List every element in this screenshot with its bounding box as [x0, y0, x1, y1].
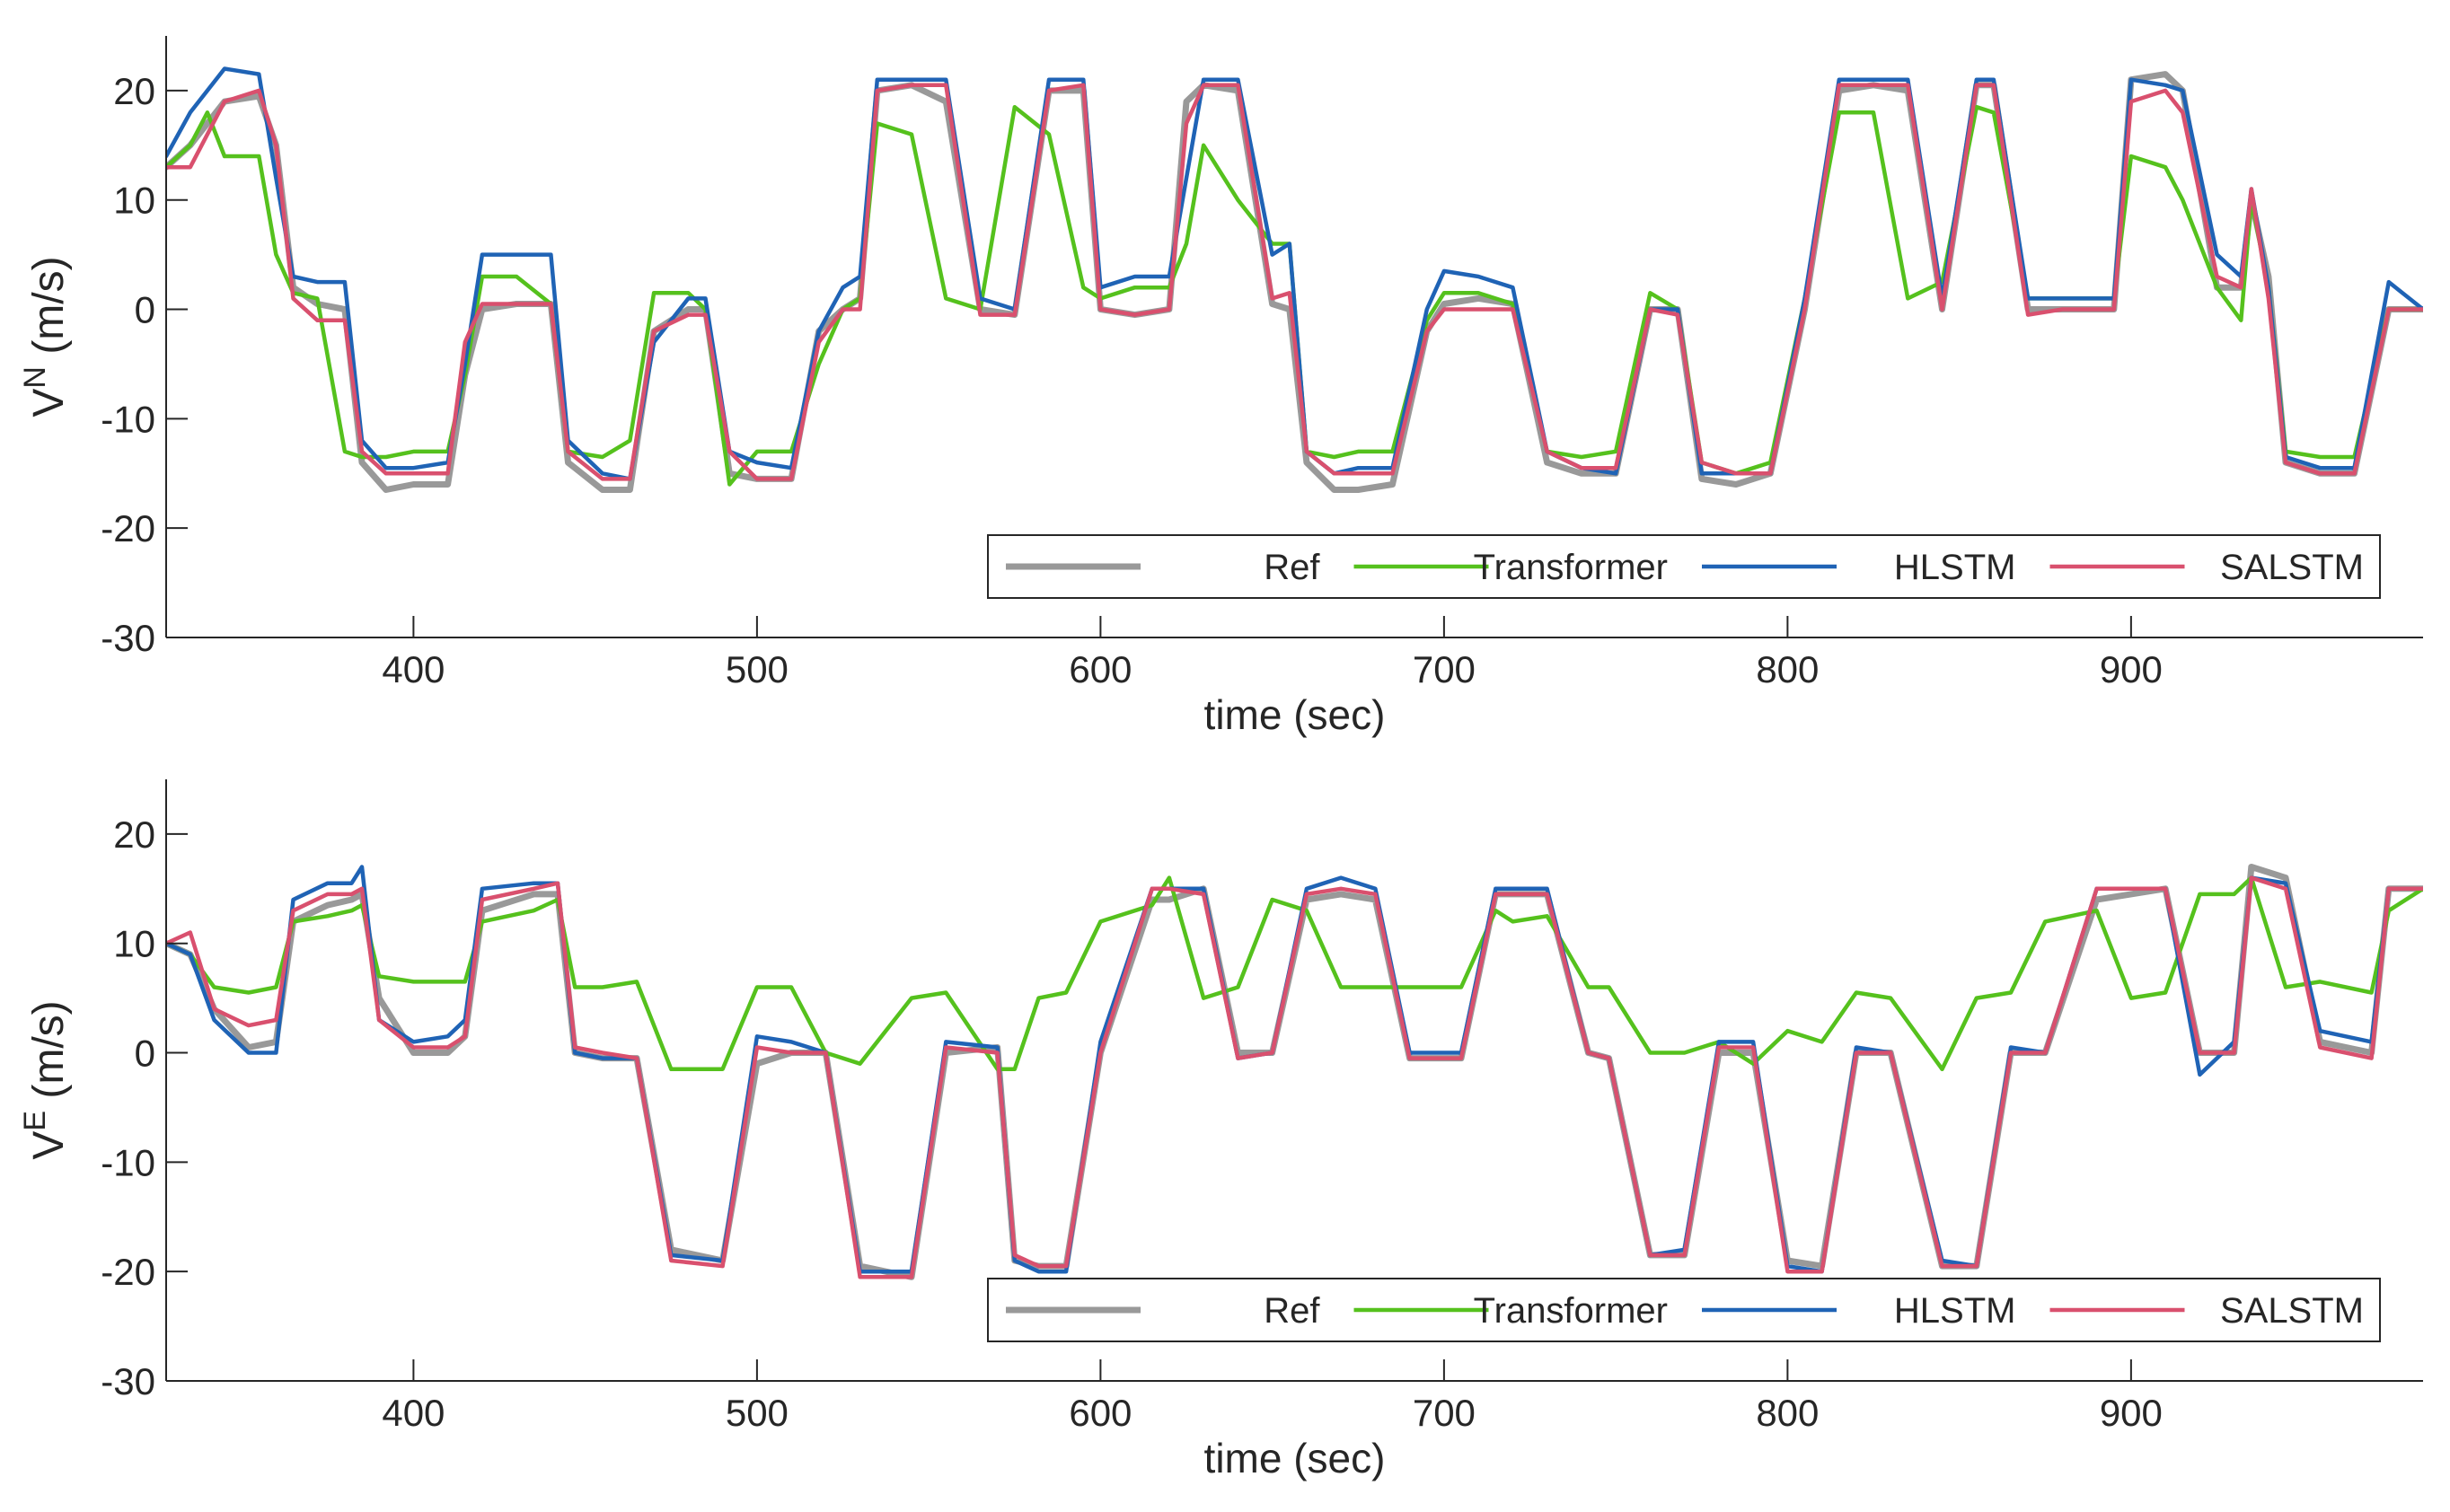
- y-axis-label-superscript: N: [18, 366, 52, 389]
- x-axis-label: time (sec): [1204, 691, 1386, 738]
- x-tick-label: 500: [726, 1392, 789, 1434]
- x-tick-label: 900: [2100, 1392, 2163, 1434]
- series-line-salstm: [166, 875, 2423, 1279]
- legend-label-transformer: Transformer: [1474, 548, 1668, 587]
- series-line-hlstm: [166, 66, 2423, 481]
- y-axis-label-main: V: [25, 1131, 73, 1160]
- x-tick-label: 600: [1069, 1392, 1132, 1434]
- x-tick-label: 500: [726, 648, 789, 690]
- x-tick-label: 700: [1413, 648, 1476, 690]
- y-tick-label: 10: [113, 923, 155, 965]
- y-tick-label: 0: [135, 1033, 155, 1075]
- y-tick-label: 10: [113, 180, 155, 222]
- series-line-transformer: [166, 875, 2423, 1072]
- legend-label-ref: Ref: [1264, 1291, 1320, 1331]
- x-tick-label: 700: [1413, 1392, 1476, 1434]
- x-tick-label: 900: [2100, 648, 2163, 690]
- y-tick-label: -10: [101, 398, 155, 440]
- series-line-salstm: [166, 83, 2423, 481]
- x-tick-label: 800: [1756, 1392, 1819, 1434]
- y-axis-label-main: V: [25, 389, 73, 418]
- legend-label-transformer: Transformer: [1474, 1291, 1668, 1331]
- legend-label-salstm: SALSTM: [2220, 1291, 2364, 1331]
- y-tick-label: -20: [101, 507, 155, 549]
- x-tick-label: 400: [382, 1392, 445, 1434]
- x-axis-label: time (sec): [1204, 1435, 1386, 1481]
- x-tick-label: 600: [1069, 648, 1132, 690]
- y-tick-label: 0: [135, 289, 155, 331]
- y-tick-label: -30: [101, 1360, 155, 1402]
- y-axis-label-superscript: E: [18, 1111, 52, 1131]
- legend: Ref Transformer HLSTM SALSTM: [987, 534, 2381, 599]
- series-group: [166, 66, 2423, 493]
- legend-label-ref: Ref: [1264, 548, 1320, 587]
- series-group: [166, 864, 2423, 1280]
- chart-panel-ve: 400 500 600 700 800 900 -30 -20 -10 0 10 20 time (se…: [18, 779, 2423, 1481]
- legend-label-hlstm: HLSTM: [1894, 1291, 2016, 1331]
- legend-label-salstm: SALSTM: [2220, 548, 2364, 587]
- y-tick-label: -30: [101, 617, 155, 659]
- x-tick-label: 800: [1756, 648, 1819, 690]
- y-axis-label: VN (m/s): [18, 256, 73, 417]
- y-tick-label: 20: [113, 70, 155, 112]
- chart-panel-vn: 400 500 600 700 800 900 -30 -20 -10 0 10 20 time (se…: [18, 36, 2423, 738]
- legend-label-hlstm: HLSTM: [1894, 548, 2016, 587]
- x-tick-label: 400: [382, 648, 445, 690]
- y-tick-label: 20: [113, 813, 155, 856]
- y-tick-label: -10: [101, 1141, 155, 1183]
- legend: Ref Transformer HLSTM SALSTM: [987, 1278, 2381, 1342]
- y-axis-label: VE (m/s): [18, 1000, 73, 1159]
- y-tick-label: -20: [101, 1251, 155, 1293]
- y-axis-label-unit: (m/s): [25, 1000, 73, 1111]
- y-axis-label-unit: (m/s): [25, 256, 73, 366]
